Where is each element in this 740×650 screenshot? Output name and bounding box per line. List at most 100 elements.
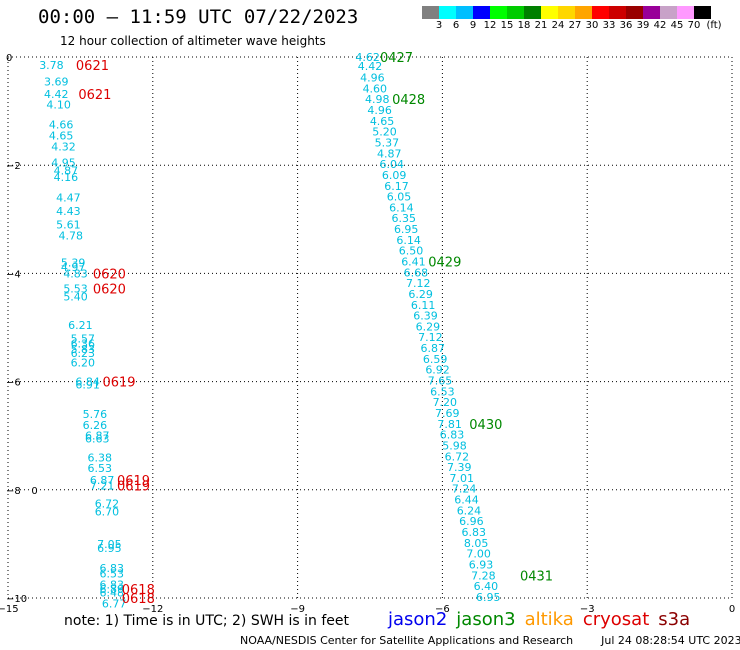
pass-time-label-cryosat: 0619 xyxy=(102,376,135,391)
swh-value-jason3: 6.44 xyxy=(454,494,479,507)
x-tick-label: −9 xyxy=(290,604,305,615)
colorbar-label: 45 xyxy=(670,20,684,31)
colorbar-label: 36 xyxy=(619,20,633,31)
swh-value-cryosat: 6.95 xyxy=(97,542,122,555)
swh-value-cryosat: 5.39 xyxy=(61,257,86,270)
swh-value-cryosat: 3.69 xyxy=(44,75,69,88)
pass-time-label-jason3: 0427 xyxy=(380,51,413,66)
swh-value-cryosat: 6.23 xyxy=(71,347,96,360)
wave-height-colorbar: 3 6 9 12 15 18 21 24 27 30 33 36 39 42 45 70 (ft) xyxy=(422,6,740,33)
colorbar-swatch xyxy=(660,6,677,19)
swh-value-cryosat: 5.76 xyxy=(83,408,108,421)
colorbar-labels: 3 6 9 12 15 18 21 24 27 30 33 36 39 42 45 70 (ft) xyxy=(422,19,740,33)
colorbar-unit: (ft) xyxy=(706,20,722,31)
swh-value-cryosat: 4.43 xyxy=(56,205,81,218)
swh-value-cryosat: 3.78 xyxy=(39,59,64,72)
swh-value-cryosat: 6.21 xyxy=(68,319,93,332)
swh-value-cryosat: 6.91 xyxy=(75,378,100,391)
swh-value-jason3: 6.95 xyxy=(476,591,501,604)
x-tick-label: −3 xyxy=(580,604,595,615)
swh-value-jason3: 6.95 xyxy=(394,223,419,236)
swh-value-jason3: 6.59 xyxy=(423,353,448,366)
legend-cryosat: cryosat xyxy=(582,609,650,630)
pass-time-label-jason3: 0428 xyxy=(392,93,425,108)
pass-time-label-cryosat: 0621 xyxy=(76,59,109,74)
swh-value-jason3: 6.09 xyxy=(382,169,407,182)
swh-value-cryosat: 4.47 xyxy=(56,192,81,205)
y-tick-label: −6 xyxy=(6,378,21,389)
colorbar-swatch xyxy=(541,6,558,19)
swh-value-jason3: 6.72 xyxy=(445,450,470,463)
swh-value-jason3: 7.12 xyxy=(418,331,443,344)
swh-value-jason3: 7.39 xyxy=(447,461,472,474)
swh-value-jason3: 6.17 xyxy=(384,180,409,193)
swh-value-cryosat: 6.87 xyxy=(85,430,110,443)
swh-value-jason3: 6.68 xyxy=(404,266,429,279)
y-tick-label: 0 xyxy=(6,53,12,64)
colorbar-label: 21 xyxy=(534,20,548,31)
colorbar-swatch xyxy=(473,6,490,19)
x-tick-label: −6 xyxy=(435,604,450,615)
pass-time-label-cryosat: 0618 xyxy=(122,583,155,598)
swh-value-jason3: 7.20 xyxy=(433,396,458,409)
colorbar-label: 18 xyxy=(517,20,531,31)
colorbar-swatch xyxy=(507,6,524,19)
swh-value-jason3: 4.62 xyxy=(355,51,380,64)
swh-value-jason3: 4.96 xyxy=(360,72,385,85)
swh-value-cryosat: 4.65 xyxy=(49,129,74,142)
swh-value-jason3: 6.29 xyxy=(416,320,441,333)
swh-value-cryosat: 6.53 xyxy=(87,462,112,475)
x-tick-label: −12 xyxy=(142,604,163,615)
y-tick-label: −10 xyxy=(6,594,27,605)
swh-value-jason3: 6.87 xyxy=(420,342,445,355)
chart-subtitle: 12 hour collection of altimeter wave hei… xyxy=(60,34,326,48)
swh-value-jason3: 7.69 xyxy=(435,407,460,420)
swh-value-cryosat: 6.20 xyxy=(71,357,96,370)
swh-value-cryosat: 4.16 xyxy=(54,171,79,184)
credit-text: NOAA/NESDIS Center for Satellite Applica… xyxy=(240,634,574,647)
colorbar-label: 39 xyxy=(636,20,650,31)
colorbar-swatch xyxy=(592,6,609,19)
colorbar-label: 33 xyxy=(602,20,616,31)
colorbar-swatch xyxy=(490,6,507,19)
swh-value-jason3: 4.42 xyxy=(358,60,383,73)
swh-value-jason3: 6.05 xyxy=(387,191,412,204)
swh-value-jason3: 4.96 xyxy=(367,104,392,117)
colorbar-swatch xyxy=(677,6,694,19)
swh-value-cryosat: 4.10 xyxy=(46,99,71,112)
swh-value-jason3: 4.65 xyxy=(370,115,395,128)
pass-time-label-cryosat: 0621 xyxy=(78,88,111,103)
swh-value-jason3: 7.28 xyxy=(471,569,496,582)
swh-value-jason3: 6.92 xyxy=(425,364,450,377)
colorbar-swatch xyxy=(439,6,456,19)
swh-value-cryosat: 6.83 xyxy=(100,578,125,591)
colorbar-swatch xyxy=(456,6,473,19)
swh-value-jason3: 7.24 xyxy=(452,483,477,496)
credit-line: NOAA/NESDIS Center for Satellite Applica… xyxy=(240,634,740,647)
swh-value-cryosat: 4.32 xyxy=(51,140,76,153)
pass-time-label-cryosat: 0618 xyxy=(122,592,155,607)
colorbar-label: 9 xyxy=(469,20,477,31)
swh-value-jason3: 6.93 xyxy=(469,558,494,571)
colorbar-label: 30 xyxy=(585,20,599,31)
swh-value-cryosat: 6.84 xyxy=(75,376,100,389)
colorbar-label: 3 xyxy=(435,20,443,31)
swh-value-cryosat: 6.72 xyxy=(95,497,120,510)
colorbar-label: 70 xyxy=(687,20,701,31)
swh-value-jason3: 4.98 xyxy=(365,93,390,106)
legend-jason3: jason3 xyxy=(456,609,516,630)
swh-value-jason3: 6.29 xyxy=(408,288,433,301)
swh-value-jason3: 6.41 xyxy=(401,255,426,268)
swh-value-cryosat: 5.40 xyxy=(63,291,88,304)
colorbar-swatch xyxy=(524,6,541,19)
swh-value-cryosat: 5.53 xyxy=(63,283,88,296)
satellite-legend: jason2 jason3 altika cryosat s3a xyxy=(388,609,699,630)
pass-time-label-cryosat: 0619 xyxy=(117,474,150,489)
swh-value-jason3: 6.14 xyxy=(389,201,414,214)
swh-value-cryosat: 5.57 xyxy=(71,332,96,345)
swh-value-jason3: 6.96 xyxy=(459,515,484,528)
swh-value-jason3: 5.20 xyxy=(372,126,397,139)
footnote: note: 1) Time is in UTC; 2) SWH is in fe… xyxy=(64,613,350,629)
swh-value-cryosat: 6.38 xyxy=(87,451,112,464)
swh-value-jason3: 8.05 xyxy=(464,537,489,550)
